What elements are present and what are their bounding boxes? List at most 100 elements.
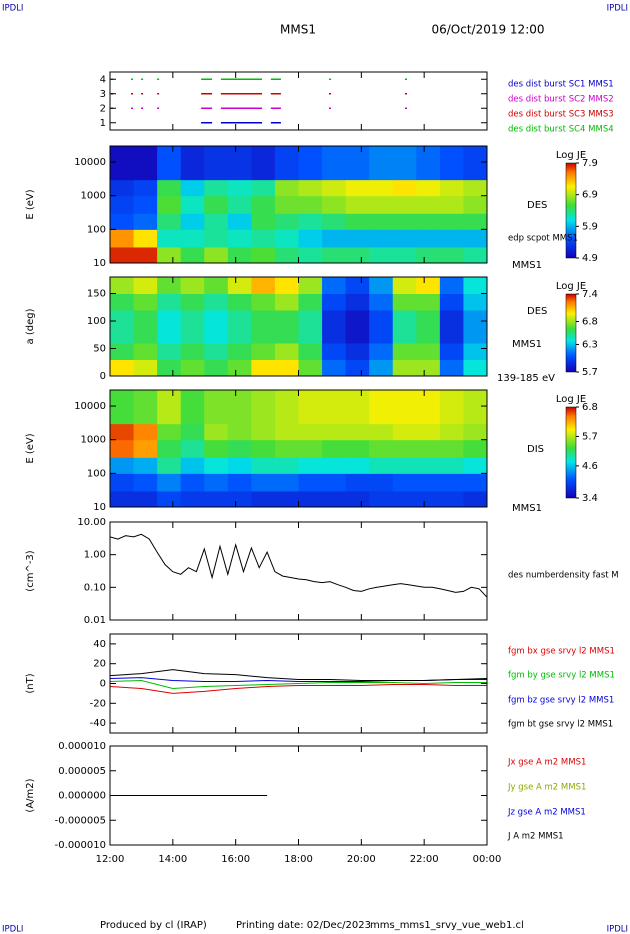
spectrogram-cell <box>204 343 229 360</box>
spectrogram-cell <box>392 229 417 248</box>
y-axis-label: (A/m2) <box>25 778 36 812</box>
spectrogram-cell <box>322 213 347 230</box>
spectrogram-cell <box>227 229 252 248</box>
spectrogram-cell <box>298 195 323 214</box>
spectrogram-cell <box>110 473 135 492</box>
spectrogram-cell <box>110 343 135 360</box>
spectrogram-cell <box>157 439 182 458</box>
spectrogram-cell <box>180 473 205 492</box>
spectrogram-cell <box>369 439 394 458</box>
spectrogram-cell <box>133 310 158 327</box>
spectrogram-cell <box>180 310 205 327</box>
spectrogram-cell <box>345 359 370 376</box>
spectrogram-cell <box>133 195 158 214</box>
spectrogram-cell <box>322 359 347 376</box>
spectrogram-cell <box>298 439 323 458</box>
spectrogram-cell <box>463 490 487 507</box>
spectrogram-cell <box>274 390 299 425</box>
spectrogram-cell <box>463 473 487 492</box>
spectrogram-cell <box>345 423 370 441</box>
spectrogram-cell <box>369 390 394 425</box>
spectrogram-cell <box>180 423 205 441</box>
spectrogram-cell <box>204 195 229 214</box>
spectrogram-cell <box>133 390 158 425</box>
spectrogram-cell <box>345 293 370 311</box>
spectrogram-cell <box>274 195 299 214</box>
spectrogram-cell <box>322 246 347 263</box>
y-tick-label: 100 <box>87 316 106 327</box>
spectrogram-cell <box>227 390 252 425</box>
spectrogram-cell <box>157 310 182 327</box>
spectrogram-cell <box>439 195 464 214</box>
spectrogram-cell <box>345 310 370 327</box>
y-tick-label: 4 <box>100 74 106 85</box>
spectrogram-cell <box>392 390 417 425</box>
spectrogram-cell <box>322 293 347 311</box>
spectrogram-cell <box>463 310 487 327</box>
spectrogram-cell <box>322 146 347 181</box>
y-tick-label: 0.000000 <box>58 791 106 802</box>
spectrogram-cell <box>110 326 135 344</box>
spectrogram-cell <box>133 439 158 458</box>
spectrogram-cell <box>439 457 464 474</box>
y-tick-label: 3 <box>100 89 106 100</box>
spectrogram-cell <box>416 179 441 197</box>
spectrogram-cell <box>110 179 135 197</box>
spectrogram-cell <box>157 277 182 294</box>
legend-entry: Jz gse A m2 MMS1 <box>507 808 586 818</box>
y-tick-label: 1.00 <box>84 550 106 561</box>
panel-frame <box>109 521 488 621</box>
spectrogram-cell <box>439 326 464 344</box>
y-tick-label: 10.00 <box>77 517 106 528</box>
spectrogram-cell <box>110 213 135 230</box>
spectrogram-cell <box>180 246 205 263</box>
spectrogram-cell <box>463 343 487 360</box>
spectrogram-cell <box>157 195 182 214</box>
spectrogram-cell <box>110 390 135 425</box>
spectrogram-cell <box>345 390 370 425</box>
spectrogram-cell <box>345 277 370 294</box>
spectrogram-cell <box>463 359 487 376</box>
spectrogram-cell <box>251 277 276 294</box>
spectrogram-cell <box>204 213 229 230</box>
y-tick-label: -0.000005 <box>55 815 106 826</box>
spectrogram-cell <box>251 326 276 344</box>
colorbar-tick-label: 6.9 <box>582 190 598 201</box>
spectrogram-cell <box>439 439 464 458</box>
legend-entry: des dist burst SC3 MMS3 <box>508 110 614 120</box>
spectrogram-cell <box>322 423 347 441</box>
spectrogram-cell <box>157 490 182 507</box>
spectrogram-cell <box>416 390 441 425</box>
spectrogram-cell <box>439 277 464 294</box>
spectrogram-cell <box>133 473 158 492</box>
y-tick-label: 0.000010 <box>58 741 106 752</box>
spectrogram-cell <box>463 390 487 425</box>
colorbar <box>565 162 577 259</box>
spectrogram-cell <box>180 343 205 360</box>
spectrogram-cell <box>416 246 441 263</box>
spectrogram-cell <box>227 277 252 294</box>
spectrogram-cell <box>463 146 487 181</box>
spectrogram-cell <box>416 195 441 214</box>
spectrogram-cell <box>345 490 370 507</box>
spectrogram-cell <box>180 490 205 507</box>
spectrogram-cell <box>369 359 394 376</box>
spectrogram-cell <box>274 423 299 441</box>
colorbar-tick-label: 4.9 <box>582 253 598 264</box>
spectrogram-cell <box>227 246 252 263</box>
spectrogram-cell <box>439 473 464 492</box>
spectrogram-cell <box>416 310 441 327</box>
spectrogram-cell <box>345 457 370 474</box>
panel-label: edp scpot MMS1 <box>508 234 578 244</box>
spectrogram-cell <box>274 473 299 492</box>
spectrogram-cell <box>369 423 394 441</box>
spectrogram-cell <box>463 423 487 441</box>
y-tick-label: -40 <box>90 718 106 729</box>
panel-label: MMS1 <box>512 339 542 350</box>
colorbar <box>565 293 577 373</box>
spectrogram-cell <box>392 213 417 230</box>
spectrogram-cell <box>274 277 299 294</box>
spectrogram-cell <box>345 146 370 181</box>
spectrogram-cell <box>274 343 299 360</box>
